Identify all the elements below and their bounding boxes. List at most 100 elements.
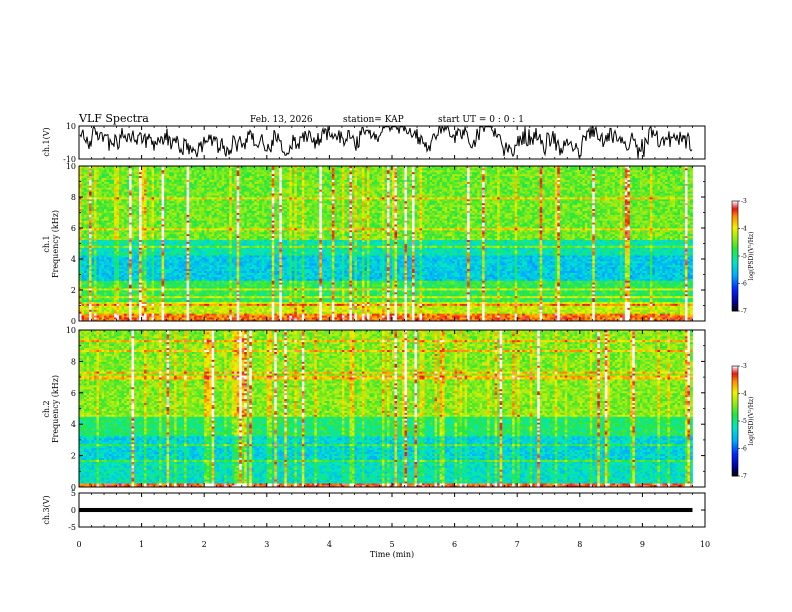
spec1-cell: [119, 202, 122, 206]
spec1-cell: [99, 177, 102, 180]
spec1-cell: [146, 255, 150, 258]
spec1-cell: [131, 177, 135, 180]
spec1-cell: [141, 253, 145, 256]
spec1-cell: [91, 272, 95, 275]
spec1-cell: [126, 216, 130, 219]
spec1-cell: [94, 253, 97, 256]
spec1-cell: [124, 284, 127, 287]
spec1-cell: [84, 216, 87, 219]
spec1-cell: [119, 251, 122, 254]
spec1-cell: [106, 303, 110, 306]
spec1-cell: [144, 297, 147, 301]
spec1-cell: [129, 191, 132, 194]
spec1-cell: [81, 311, 85, 314]
spec1-cell: [139, 222, 142, 225]
spec1-cell: [96, 288, 100, 291]
spec1-cell: [96, 239, 100, 242]
spec1-cell: [116, 247, 120, 250]
spec1-cell: [141, 260, 145, 264]
spec1-cell: [81, 286, 85, 289]
spec1-cell: [91, 175, 95, 179]
spec1-cell: [86, 229, 90, 233]
spec1-cell: [141, 167, 145, 171]
spec1-cell: [84, 301, 87, 304]
spec1-cell: [139, 284, 142, 287]
spec1-cell: [146, 218, 150, 221]
spec1-cell: [86, 233, 90, 237]
spec1-cell: [136, 284, 140, 287]
spec1-cell: [149, 212, 153, 215]
spec1-cell: [86, 218, 90, 221]
spec1-cell: [109, 262, 112, 266]
spec1-cell: [106, 166, 110, 169]
spec1-cell: [144, 313, 147, 316]
spec1-cell: [86, 171, 90, 175]
spec1-cell: [146, 309, 150, 312]
spec1-cell: [104, 284, 107, 287]
spec1-cell: [84, 235, 87, 239]
spec1-cell: [116, 237, 120, 241]
spec1-cell: [136, 266, 140, 270]
spec1-cell: [121, 247, 125, 250]
spec1-cell: [116, 260, 120, 264]
spec1-cell: [81, 198, 85, 202]
spec1-cell: [104, 264, 107, 268]
spec1-cell: [144, 197, 147, 200]
spec1-cell: [149, 257, 153, 260]
spec1-cell: [124, 293, 127, 297]
spec1-cell: [91, 262, 95, 266]
spec1-cell: [96, 253, 100, 256]
spec1-cell: [106, 185, 110, 188]
spec1-cell: [89, 260, 92, 264]
spec1-cell: [149, 214, 153, 217]
spec1-cell: [134, 301, 137, 304]
spec1-cell: [94, 251, 97, 254]
spec1-cell: [79, 206, 82, 210]
spec1-cell: [81, 216, 85, 219]
spec1-cell: [144, 177, 147, 180]
spec1-cell: [141, 191, 145, 194]
spec1-cell: [146, 286, 150, 289]
spec1-cell: [121, 272, 125, 275]
spec1-cell: [129, 193, 132, 196]
spec1-cell: [96, 280, 100, 283]
spec1-cell: [131, 264, 135, 268]
spec1-cell: [96, 210, 100, 213]
spec1-cell: [86, 290, 90, 293]
spec1-cell: [144, 189, 147, 192]
spec1-cell: [114, 231, 117, 235]
ch1-waveform-line: [79, 124, 693, 159]
spec1-cell: [116, 317, 120, 320]
spec1-cell: [81, 290, 85, 293]
spec1-cell: [106, 255, 110, 258]
spec1-cell: [106, 173, 110, 177]
spec1-cell: [91, 181, 95, 184]
spec1-cell: [89, 206, 92, 210]
spec1-cell: [146, 169, 150, 173]
spec1-cell: [131, 187, 135, 190]
spec1-cell: [86, 179, 90, 182]
spec1-cell: [101, 255, 105, 258]
spec1-cell: [121, 233, 125, 237]
spec1-cell: [101, 179, 105, 182]
spec1-cell: [101, 237, 105, 241]
spec1-cell: [89, 167, 92, 171]
spec1-cell: [109, 319, 112, 322]
spec1-cell: [101, 286, 105, 289]
spec1-cell: [81, 195, 85, 198]
spec1-cell: [96, 197, 100, 200]
spec1-cell: [79, 319, 82, 322]
spec1-cell: [136, 301, 140, 304]
spec1-cell: [81, 257, 85, 260]
spec1-cell: [141, 317, 145, 320]
spec1-cell: [116, 210, 120, 213]
spec1-cell: [134, 187, 137, 190]
spec1-cell: [116, 216, 120, 219]
spec1-cell: [96, 214, 100, 217]
spec1-cell: [124, 315, 127, 318]
spec1-cell: [121, 204, 125, 208]
spec1-cell: [139, 262, 142, 266]
spec1-cell: [114, 249, 117, 252]
spec1-cell: [101, 317, 105, 320]
spec1-cell: [134, 228, 137, 231]
